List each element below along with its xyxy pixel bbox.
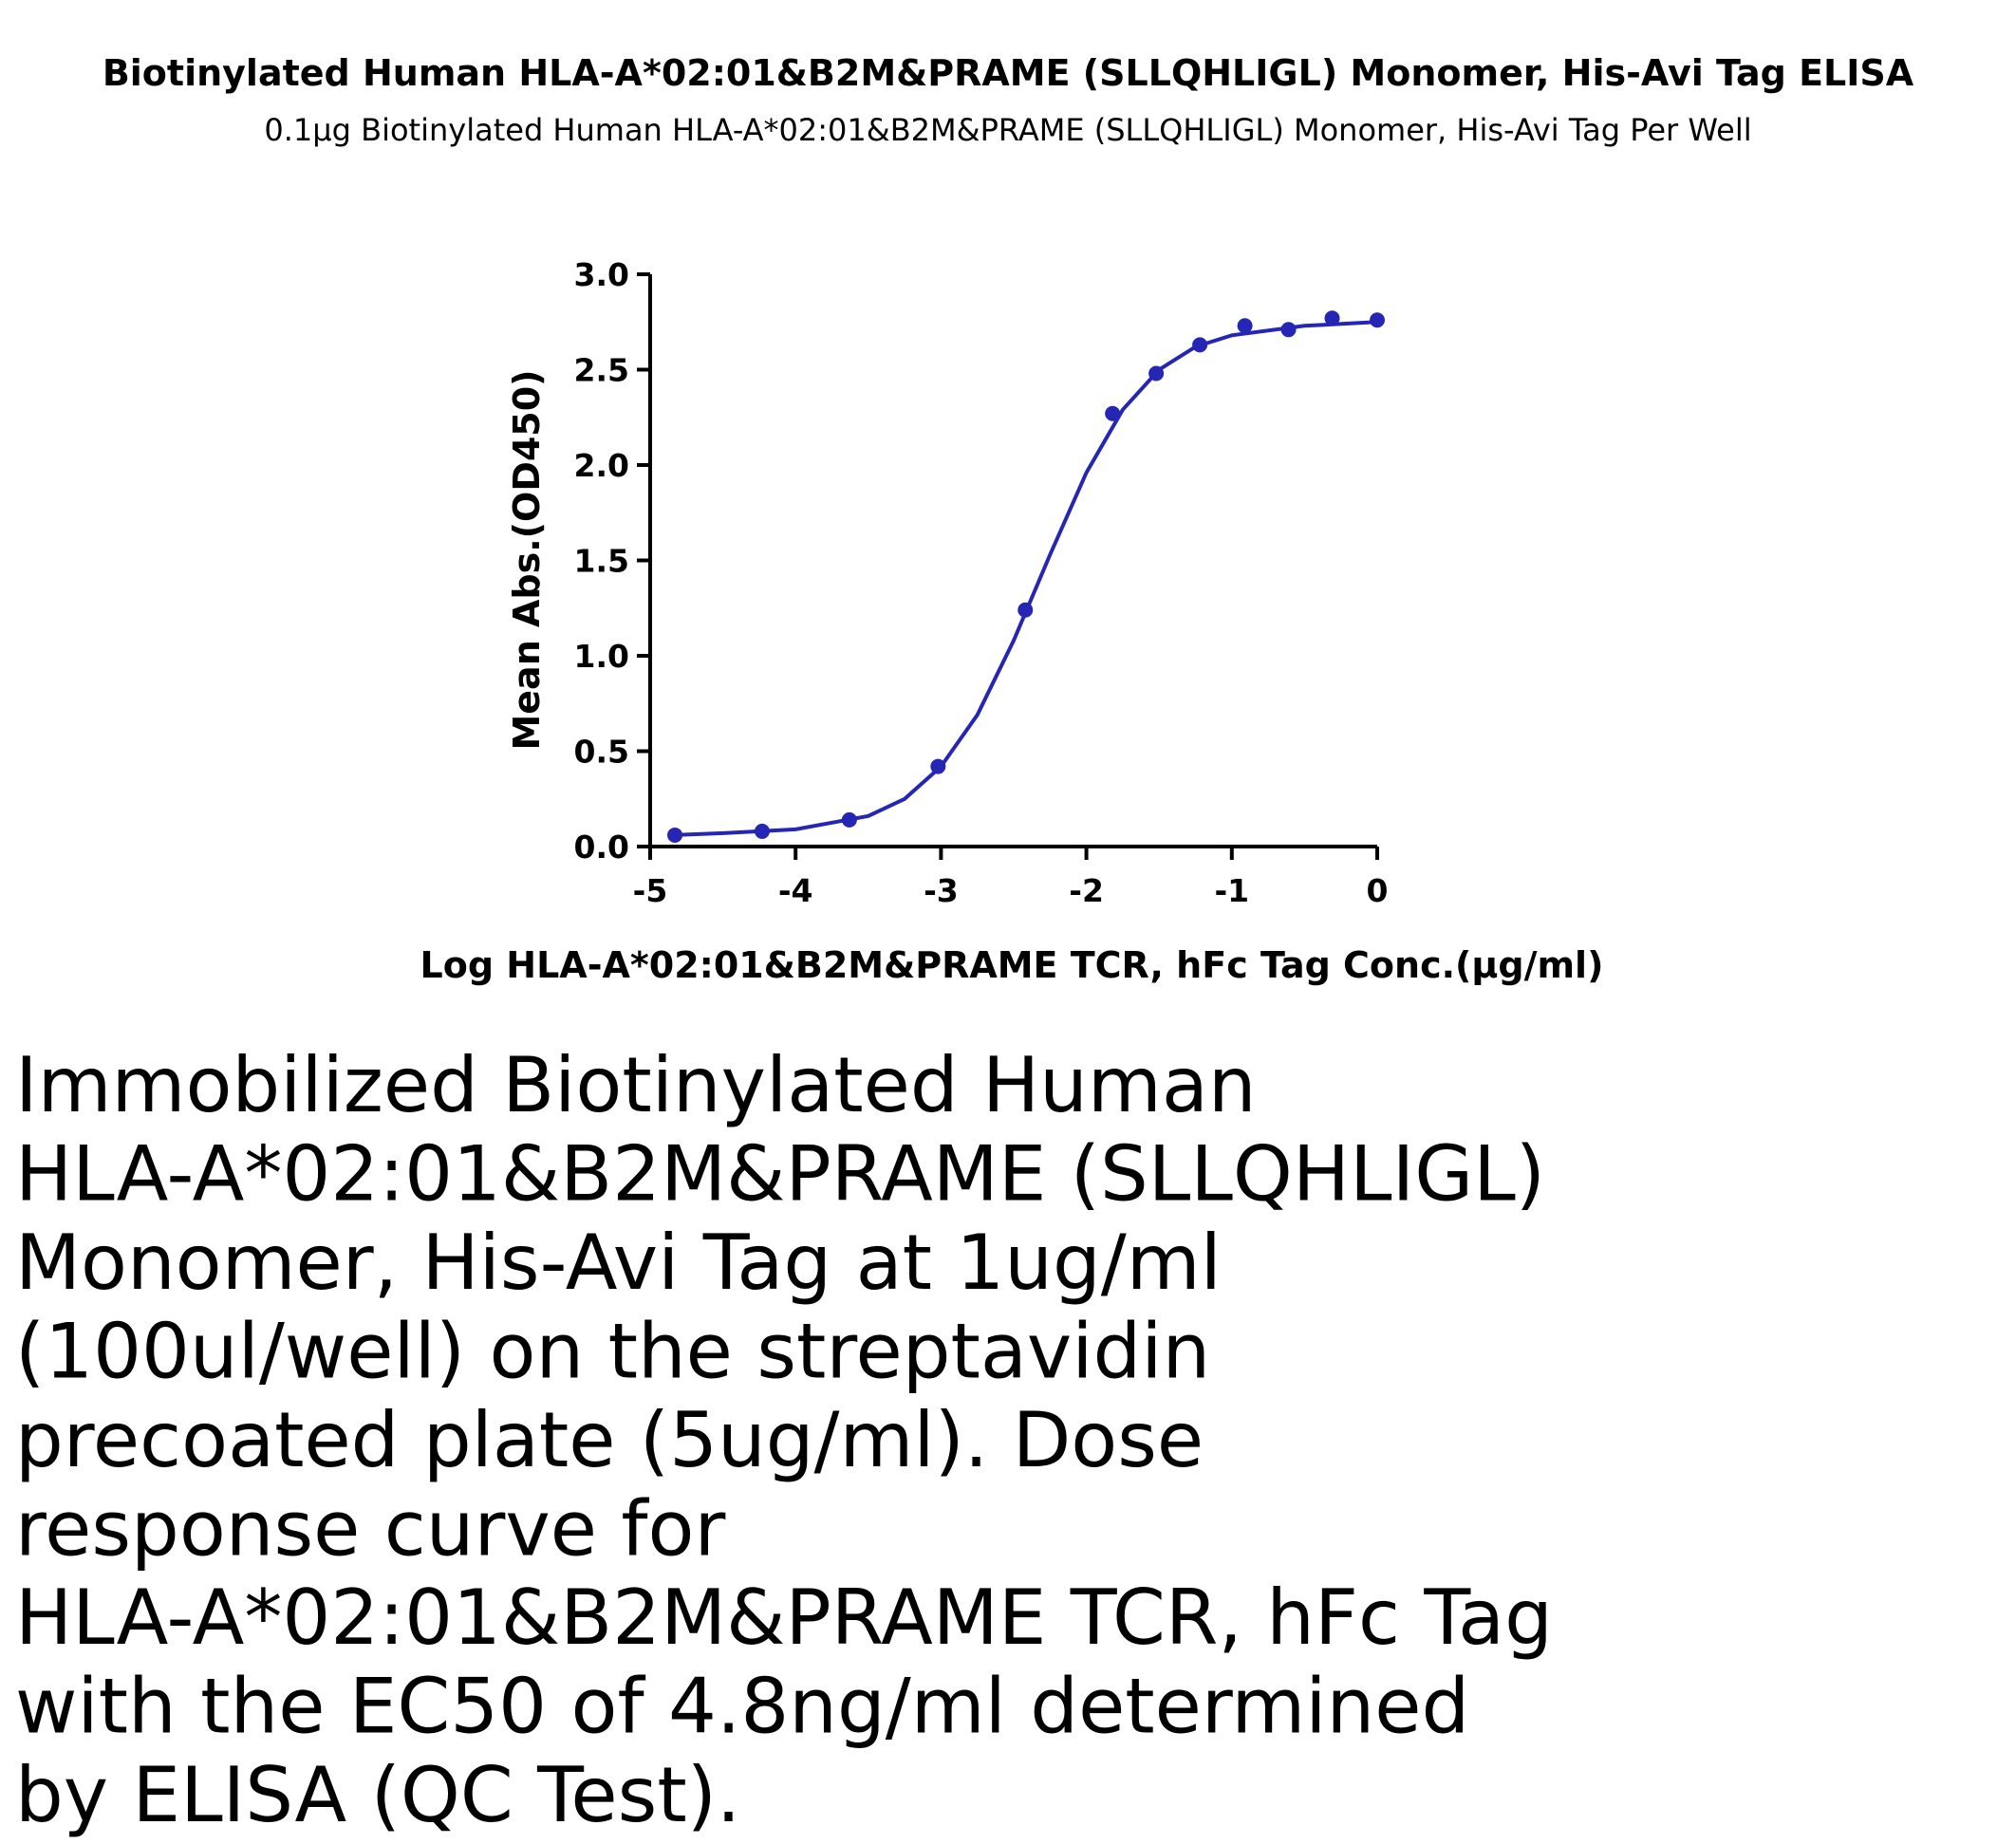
data-point <box>754 823 770 839</box>
x-tick-label: 0 <box>1367 872 1389 909</box>
description-line: precoated plate (5ug/ml). Dose <box>15 1396 1204 1484</box>
description-line: response curve for <box>15 1485 725 1574</box>
data-point <box>667 827 683 843</box>
y-tick-label: 0.5 <box>574 734 629 771</box>
description-line: (100ul/well) on the streptavidin <box>15 1308 1210 1396</box>
x-axis-label: Log HLA-A*02:01&B2M&PRAME TCR, hFc Tag C… <box>420 944 1604 986</box>
y-tick-label: 0.0 <box>574 829 629 866</box>
description-line: with the EC50 of 4.8ng/ml determined <box>15 1663 1469 1751</box>
x-tick-label: -1 <box>1214 872 1249 909</box>
description-line: by ELISA (QC Test). <box>15 1751 740 1839</box>
data-point <box>1370 312 1385 328</box>
description-line: Immobilized Biotinylated Human <box>15 1041 1257 1129</box>
y-tick-label: 2.0 <box>574 447 629 484</box>
data-point <box>1105 405 1121 421</box>
data-point <box>1237 318 1253 334</box>
y-tick-label: 1.5 <box>574 543 629 580</box>
description-line: HLA-A*02:01&B2M&PRAME TCR, hFc Tag <box>15 1574 1553 1662</box>
data-point <box>1192 337 1208 353</box>
y-tick-label: 3.0 <box>574 256 629 293</box>
description-line: HLA-A*02:01&B2M&PRAME (SLLQHLIGL) <box>15 1130 1545 1219</box>
x-tick-label: -2 <box>1069 872 1104 909</box>
x-tick-label: -3 <box>924 872 959 909</box>
data-point <box>841 811 857 828</box>
description-line: Monomer, His-Avi Tag at 1ug/ml <box>15 1219 1222 1307</box>
x-tick-label: -4 <box>778 872 813 909</box>
y-axis-label: Mean Abs.(OD450) <box>506 369 548 750</box>
fit-curve <box>674 320 1378 837</box>
data-point <box>930 758 946 774</box>
chart-title: Biotinylated Human HLA-A*02:01&B2M&PRAME… <box>103 52 1914 94</box>
y-tick-label: 1.0 <box>574 638 629 675</box>
data-point <box>1017 602 1034 618</box>
data-point <box>1148 365 1165 382</box>
data-point <box>1280 322 1297 338</box>
data-point <box>1324 310 1340 326</box>
x-tick-label: -5 <box>633 872 668 909</box>
chart-subtitle: 0.1μg Biotinylated Human HLA-A*02:01&B2M… <box>264 112 1751 148</box>
y-tick-label: 2.5 <box>574 352 629 389</box>
